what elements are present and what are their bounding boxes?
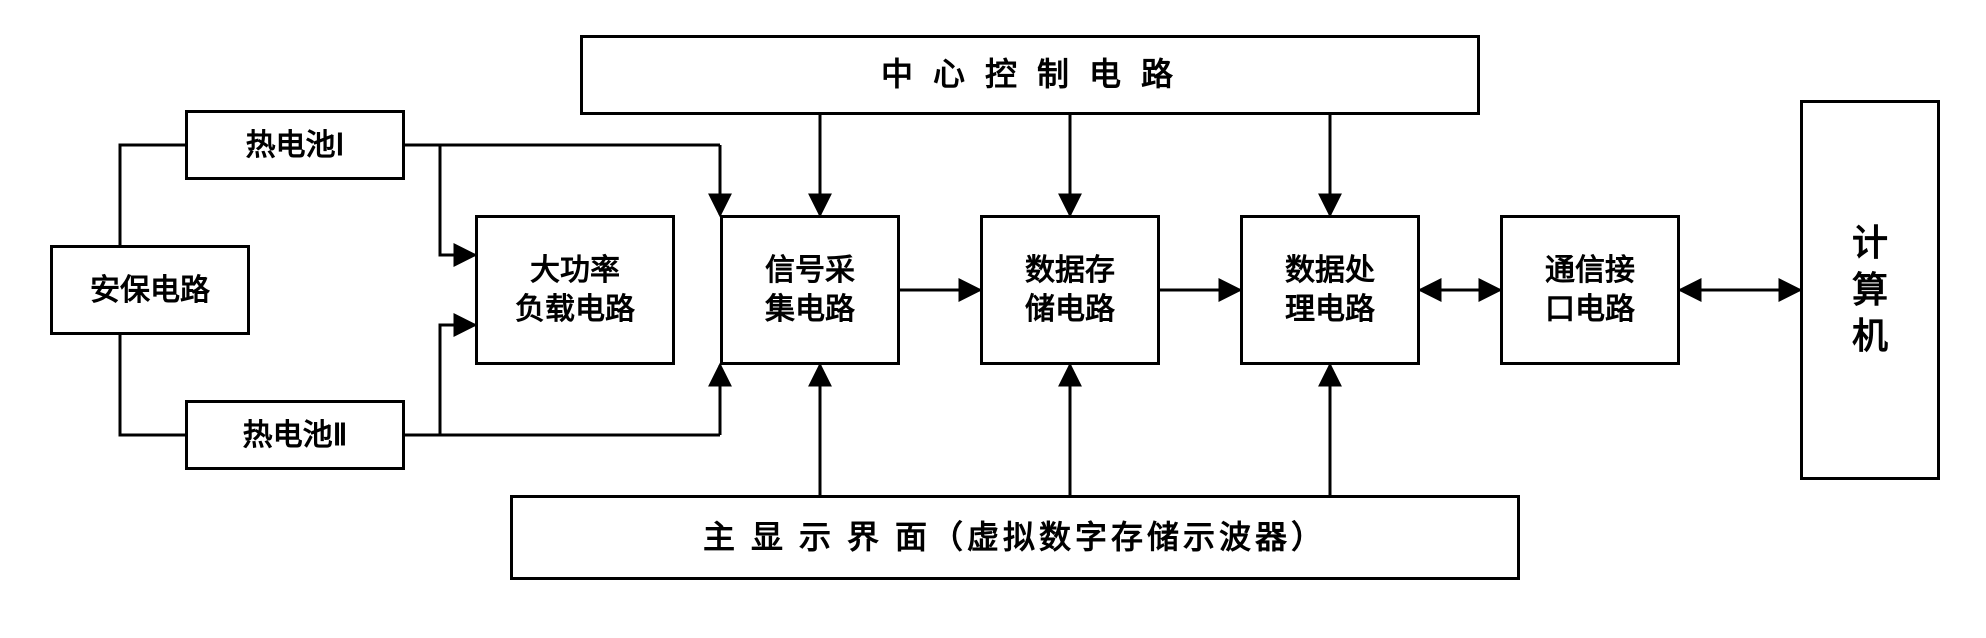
node-security: 安保电路 [50, 245, 250, 335]
node-acq-label: 信号采 集电路 [765, 251, 855, 329]
node-disp: 主 显 示 界 面（虚拟数字存储示波器） [510, 495, 1520, 580]
node-acq: 信号采 集电路 [720, 215, 900, 365]
node-proc-label: 数据处 理电路 [1285, 251, 1375, 329]
node-batt2: 热电池Ⅱ [185, 400, 405, 470]
diagram-canvas: 安保电路 热电池Ⅰ 热电池Ⅱ 大功率 负载电路 信号采 集电路 数据存 储电路 数据处 理电… [20, 20, 1986, 618]
node-store-label: 数据存 储电路 [1025, 251, 1115, 329]
node-load: 大功率 负载电路 [475, 215, 675, 365]
node-proc: 数据处 理电路 [1240, 215, 1420, 365]
node-comm: 通信接 口电路 [1500, 215, 1680, 365]
edge-0 [120, 145, 185, 245]
edge-3 [440, 145, 475, 255]
node-pc-label: 计 算 机 [1852, 220, 1888, 360]
node-store: 数据存 储电路 [980, 215, 1160, 365]
node-disp-label: 主 显 示 界 面（虚拟数字存储示波器） [703, 517, 1327, 559]
node-batt1: 热电池Ⅰ [185, 110, 405, 180]
node-comm-label: 通信接 口电路 [1545, 251, 1635, 329]
node-pc: 计 算 机 [1800, 100, 1940, 480]
node-security-label: 安保电路 [90, 271, 210, 310]
edge-5 [440, 325, 475, 435]
node-ctrl: 中 心 控 制 电 路 [580, 35, 1480, 115]
node-load-label: 大功率 负载电路 [515, 251, 635, 329]
edge-1 [120, 335, 185, 435]
node-batt1-label: 热电池Ⅰ [246, 126, 345, 165]
node-ctrl-label: 中 心 控 制 电 路 [881, 54, 1179, 96]
node-batt2-label: 热电池Ⅱ [243, 416, 348, 455]
